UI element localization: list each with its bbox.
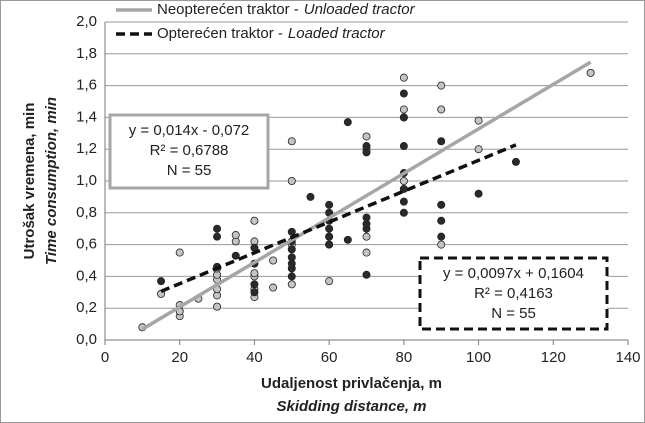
y-tick-label: 0,8 [76,204,97,221]
x-tick-label: 140 [615,349,640,366]
point [325,277,334,286]
point [287,176,296,185]
point [250,269,259,278]
point [213,232,222,241]
annotation-box [418,256,609,331]
y-tick-label: 1,6 [76,77,97,94]
point [269,283,278,292]
point [287,137,296,146]
y-axis-label-en: Time consumption, min [43,97,60,265]
point [213,224,222,233]
x-tick-label: 20 [171,349,188,366]
legend-name: Neopterećen traktor - [157,1,299,18]
legend-name-en: Loaded tractor [288,25,386,42]
y-tick-label: 0,2 [76,299,97,316]
y-tick-label: 1,4 [76,108,97,125]
point [437,216,446,225]
x-tick-label: 40 [246,349,263,366]
annotation-line: y = 0,0097x + 0,1604 [443,265,584,282]
point [399,142,408,151]
legend-label: Opterećen traktor - Loaded tractor [157,25,386,42]
point [306,192,315,201]
point [325,200,334,209]
legend-name-en: Unloaded tractor [304,1,416,18]
point [399,89,408,98]
trend-line [141,60,592,331]
point [250,288,259,297]
point [343,235,352,244]
point [231,231,240,240]
point [343,118,352,127]
point [213,302,222,311]
y-tick-label: 1,8 [76,45,97,62]
point [231,251,240,260]
legend-bg [113,1,493,20]
point [269,256,278,265]
point [437,240,446,249]
point [287,227,296,236]
point [325,224,334,233]
y-tick-label: 0,6 [76,236,97,253]
point [157,277,166,286]
annotation-line: R² = 0,4163 [474,285,553,302]
annotation-line: N = 55 [491,305,536,322]
point [362,142,371,151]
point [437,81,446,90]
point [250,280,259,289]
y-tick-label: 0,4 [76,267,97,284]
x-tick-label: 100 [466,349,491,366]
point [437,200,446,209]
point [399,197,408,206]
point [250,216,259,225]
point [399,105,408,114]
point [287,245,296,254]
legend-label: Neopterećen traktor - Unloaded tractor [157,1,416,18]
point [586,68,595,77]
point [362,248,371,257]
annotation-line: N = 55 [167,162,212,179]
y-tick-label: 1,0 [76,172,97,189]
point [362,270,371,279]
annotation-box [108,113,270,190]
point [325,232,334,241]
point [362,132,371,141]
legend-bg [113,25,493,44]
point [175,248,184,257]
point [287,253,296,262]
point [437,105,446,114]
annotation-line: y = 0,014x - 0,072 [129,122,250,139]
y-tick-label: 2,0 [76,13,97,30]
point [362,213,371,222]
point [511,157,520,166]
y-tick-label: 0,0 [76,331,97,348]
point [474,116,483,125]
x-tick-label: 120 [541,349,566,366]
x-axis-label-en: Skidding distance, m [276,398,426,415]
x-tick-label: 80 [396,349,413,366]
point [437,232,446,241]
point [362,232,371,241]
point [399,176,408,185]
trend-line [160,143,517,293]
point [474,145,483,154]
point [399,208,408,217]
y-tick-label: 1,2 [76,140,97,157]
point [287,272,296,281]
point [437,137,446,146]
y-axis-label: Utrošak vremena, min [21,103,38,260]
x-axis-label: Udaljenost privlačenja, m [261,375,442,392]
legend-name: Opterećen traktor - [157,25,283,42]
point [287,280,296,289]
point [325,240,334,249]
point [399,73,408,82]
x-tick-label: 0 [101,349,109,366]
x-tick-label: 60 [321,349,338,366]
point [474,189,483,198]
point [399,113,408,122]
annotation-line: R² = 0,6788 [150,142,229,159]
